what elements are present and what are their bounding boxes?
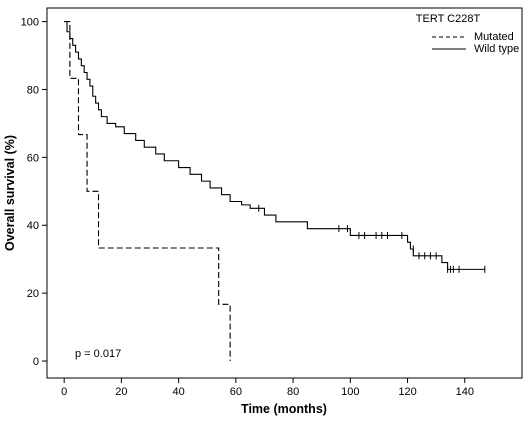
- legend-label-mutated: Mutated: [474, 31, 514, 43]
- x-tick-label: 40: [173, 386, 185, 398]
- series-line-mutated: [64, 21, 231, 362]
- y-tick-label: 40: [27, 220, 39, 232]
- x-tick-label: 20: [115, 386, 127, 398]
- x-tick-label: 100: [341, 386, 359, 398]
- y-tick-label: 100: [21, 17, 39, 29]
- legend-label-wild-type: Wild type: [474, 43, 519, 55]
- p-value-annotation: p = 0.017: [75, 348, 121, 360]
- legend: TERT C228T Mutated Wild type: [416, 13, 519, 55]
- x-axis: 0 20 40 60 80 100 120 140: [61, 378, 474, 398]
- plot-frame: [46, 7, 523, 379]
- series-line-wild-type: [64, 21, 485, 270]
- y-axis-title: Overall survival (%): [3, 135, 17, 251]
- y-tick-label: 80: [27, 84, 39, 96]
- y-tick-label: 20: [27, 288, 39, 300]
- x-tick-label: 0: [61, 386, 67, 398]
- y-tick-label: 60: [27, 152, 39, 164]
- x-axis-title: Time (months): [241, 402, 327, 416]
- x-tick-label: 60: [230, 386, 242, 398]
- y-axis: 0 20 40 60 80 100: [21, 17, 47, 368]
- x-tick-label: 120: [398, 386, 416, 398]
- series-layer: [64, 21, 486, 362]
- y-tick-label: 0: [33, 356, 39, 368]
- x-tick-label: 140: [456, 386, 474, 398]
- legend-title: TERT C228T: [416, 13, 481, 25]
- x-tick-label: 80: [287, 386, 299, 398]
